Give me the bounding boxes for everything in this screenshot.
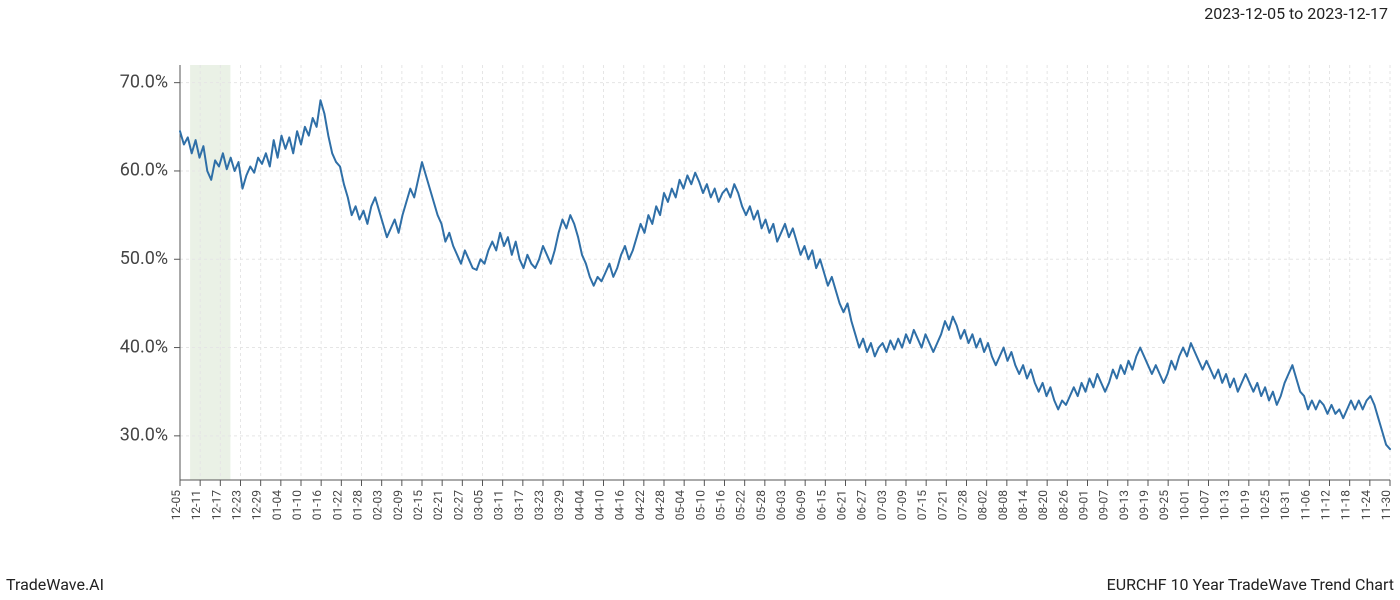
x-tick-label: 08-20: [1036, 490, 1050, 521]
x-tick-label: 02-03: [371, 490, 385, 520]
x-tick-label: 04-10: [593, 490, 607, 521]
x-tick-label: 04-28: [653, 490, 667, 521]
x-tick-label: 10-31: [1278, 490, 1292, 520]
y-tick-label: 30.0%: [120, 425, 168, 446]
trend-chart: 30.0% 40.0% 50.0% 60.0% 70.0% 12-05 12-11 12-17…: [0, 30, 1400, 570]
x-tick-label: 01-22: [330, 490, 344, 521]
x-tick-label: 03-05: [472, 490, 486, 521]
x-tick-label: 08-14: [1016, 490, 1030, 521]
x-tick-label: 09-07: [1097, 490, 1111, 521]
x-tick-label: 02-15: [411, 490, 425, 521]
x-tick-label: 10-07: [1198, 490, 1212, 521]
y-tick-label: 50.0%: [120, 248, 168, 269]
x-tick-label: 06-03: [774, 490, 788, 520]
branding-label: TradeWave.AI: [6, 575, 104, 594]
x-tick-label: 07-03: [875, 490, 889, 520]
x-tick-label: 04-16: [613, 490, 627, 521]
x-tick-label: 12-17: [209, 490, 223, 521]
x-tick-label: 05-28: [754, 490, 768, 521]
x-tick-label: 10-25: [1258, 490, 1272, 521]
x-tick-label: 01-16: [310, 490, 324, 521]
x-tick-label: 09-13: [1117, 490, 1131, 520]
x-tick-label: 08-08: [996, 490, 1010, 521]
highlight-band: [190, 65, 230, 480]
x-tick-label: 04-04: [572, 490, 586, 521]
x-tick-label: 01-28: [351, 490, 365, 521]
y-tick-label: 40.0%: [120, 336, 168, 357]
x-tick-label: 11-24: [1359, 490, 1373, 521]
x-tick-label: 10-01: [1177, 490, 1191, 520]
x-tick-label: 07-15: [915, 490, 929, 521]
x-tick-label: 06-21: [835, 490, 849, 520]
x-tick-label: 10-13: [1218, 490, 1232, 520]
x-tick-label: 05-22: [734, 490, 748, 521]
x-tick-label: 08-02: [976, 490, 990, 521]
x-tick-label: 01-04: [270, 490, 284, 521]
x-tick-label: 07-21: [935, 490, 949, 520]
x-tick-label: 06-27: [855, 490, 869, 521]
y-tick-label: 70.0%: [120, 71, 168, 92]
chart-title: EURCHF 10 Year TradeWave Trend Chart: [1107, 575, 1394, 594]
x-tick-label: 02-21: [431, 490, 445, 520]
x-tick-label: 05-04: [673, 490, 687, 521]
x-tick-label: 03-29: [552, 490, 566, 520]
x-tick-label: 02-09: [391, 490, 405, 520]
x-tick-label: 09-25: [1157, 490, 1171, 521]
x-tick-label: 10-19: [1238, 490, 1252, 520]
x-tick-label: 02-27: [451, 490, 465, 521]
y-tick-label: 60.0%: [120, 160, 168, 181]
x-tick-label: 05-16: [714, 490, 728, 521]
x-tick-label: 03-23: [532, 490, 546, 520]
x-tick-label: 03-17: [512, 490, 526, 521]
x-tick-label: 04-22: [633, 490, 647, 521]
x-tick-label: 09-19: [1137, 490, 1151, 520]
x-tick-label: 06-09: [794, 490, 808, 520]
x-tick-label: 03-11: [492, 490, 506, 520]
x-tick-label: 07-09: [895, 490, 909, 520]
x-tick-label: 11-06: [1298, 490, 1312, 521]
x-tick-label: 09-01: [1077, 490, 1091, 520]
x-tick-label: 08-26: [1056, 490, 1070, 521]
x-tick-label: 01-10: [290, 490, 304, 521]
date-range-label: 2023-12-05 to 2023-12-17: [1204, 4, 1388, 23]
x-tick-label: 07-28: [956, 490, 970, 521]
x-tick-label: 05-10: [693, 490, 707, 521]
x-tick-label: 12-05: [169, 490, 183, 521]
x-tick-label: 12-23: [230, 490, 244, 520]
x-tick-label: 11-12: [1319, 490, 1333, 521]
x-tick-label: 11-30: [1379, 490, 1393, 521]
x-tick-label: 06-15: [814, 490, 828, 521]
x-tick-label: 12-29: [250, 490, 264, 520]
x-tick-label: 11-18: [1339, 490, 1353, 521]
x-tick-label: 12-11: [189, 490, 203, 520]
